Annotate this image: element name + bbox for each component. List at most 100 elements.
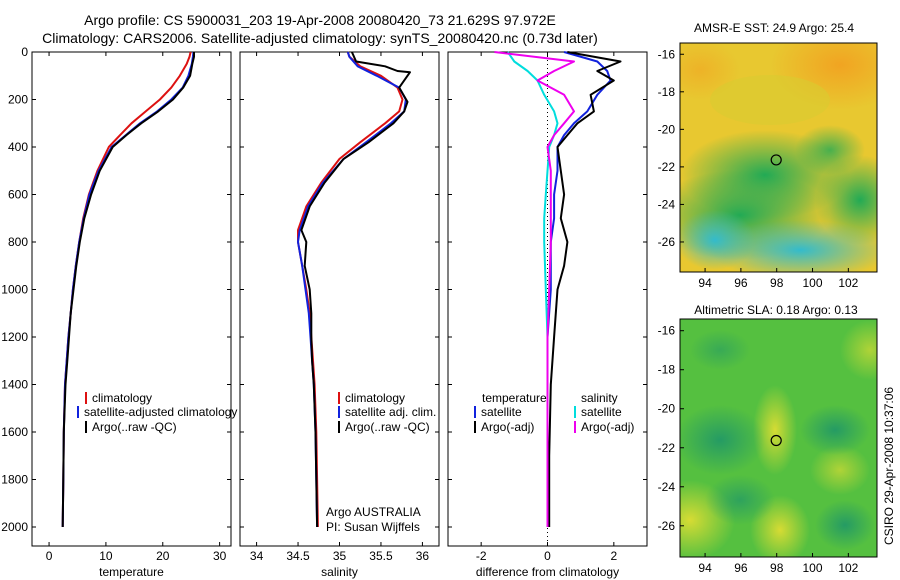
sst-map-axis-ticks: 94 96 98 100 102 -16 -18 -20 -22 -24 -26 xyxy=(658,47,859,290)
y-tick-label: 1800 xyxy=(1,473,28,487)
map-y-tick-label: -22 xyxy=(658,160,676,174)
temperature-x-axis-label: temperature xyxy=(99,565,164,579)
x-tick-label: 10 xyxy=(99,549,113,563)
map-y-tick-label: -18 xyxy=(658,85,676,99)
y-tick-label: 200 xyxy=(8,93,28,107)
figure-title-line-1: Argo profile: CS 5900031_203 19-Apr-2008… xyxy=(84,12,556,28)
figure-title-line-2: Climatology: CARS2006. Satellite-adjuste… xyxy=(42,30,598,46)
map-x-tick-label: 98 xyxy=(770,276,784,290)
legend-label-temp-argo: Argo(-adj) xyxy=(481,420,534,434)
map-x-tick-label: 96 xyxy=(734,561,748,575)
y-tick-label: 600 xyxy=(8,188,28,202)
x-tick-label: 34 xyxy=(250,549,264,563)
difference-axis-ticks: -2 0 2 xyxy=(448,51,647,563)
y-tick-label: 1600 xyxy=(1,425,28,439)
x-tick-label: 30 xyxy=(213,549,227,563)
x-tick-label: 0 xyxy=(544,549,551,563)
y-tick-label: 1000 xyxy=(1,283,28,297)
legend-label-satellite-adjusted: satellite-adjusted climatology xyxy=(84,405,237,419)
legend-label-climatology: climatology xyxy=(92,391,152,405)
map-y-tick-label: -24 xyxy=(658,480,676,494)
salinity-x-axis-label: salinity xyxy=(321,565,358,579)
map-x-tick-label: 94 xyxy=(698,561,712,575)
temperature-series xyxy=(61,51,195,528)
x-tick-label: 35.5 xyxy=(369,549,393,563)
y-tick-label: 1200 xyxy=(1,330,28,344)
map-x-tick-label: 102 xyxy=(838,276,858,290)
y-tick-label: 800 xyxy=(8,235,28,249)
legend-label-sal-argo: Argo(-adj) xyxy=(581,420,634,434)
map-y-tick-label: -26 xyxy=(658,519,676,533)
sla-map-panel: Altimetric SLA: 0.18 Argo: 0.13 94 96 98 10… xyxy=(658,303,878,575)
map-x-tick-label: 102 xyxy=(838,561,858,575)
x-tick-label: 36 xyxy=(416,549,430,563)
temperature-axis-ticks: 0 10 20 30 0 200 400 600 800 1000 1200 1400 1600 1800… xyxy=(1,45,231,563)
sst-map-panel: AMSR-E SST: 24.9 Argo: 25.4 94 96 98 100 102… xyxy=(658,21,878,290)
difference-line-salinity-satellite xyxy=(506,51,559,527)
temperature-profile-panel: 0 10 20 30 0 200 400 600 800 1000 1200 1400 1600 1800… xyxy=(1,45,237,579)
x-tick-label: 2 xyxy=(610,549,617,563)
legend-heading-temperature: temperature xyxy=(482,391,547,405)
generation-stamp: CSIRO 29-Apr-2008 10:37:06 xyxy=(882,387,896,545)
salinity-profile-panel: 34 34.5 35 35.5 36 salinity climatology sate… xyxy=(239,51,440,579)
temperature-legend: climatology satellite-adjusted climatolo… xyxy=(77,391,237,434)
legend-label-argo: Argo(..raw -QC) xyxy=(345,420,430,434)
map-y-tick-label: -16 xyxy=(658,47,676,61)
x-tick-label: 34.5 xyxy=(286,549,310,563)
x-tick-label: 20 xyxy=(156,549,170,563)
y-tick-label: 1400 xyxy=(1,378,28,392)
sla-map-title: Altimetric SLA: 0.18 Argo: 0.13 xyxy=(694,303,858,317)
map-x-tick-label: 98 xyxy=(770,561,784,575)
sla-map-frame xyxy=(679,318,878,558)
map-y-tick-label: -24 xyxy=(658,197,676,211)
map-x-tick-label: 96 xyxy=(734,276,748,290)
sst-map-title: AMSR-E SST: 24.9 Argo: 25.4 xyxy=(694,21,854,35)
salinity-legend: climatology satellite adj. clim. Argo(..… xyxy=(338,391,436,434)
map-y-tick-label: -18 xyxy=(658,363,676,377)
map-y-tick-label: -22 xyxy=(658,441,676,455)
difference-line-salinity-argo-adj xyxy=(494,51,575,527)
difference-x-axis-label: difference from climatology xyxy=(476,565,619,579)
credit-pi-name: PI: Susan Wijffels xyxy=(326,520,420,534)
y-tick-label: 0 xyxy=(21,45,28,59)
salinity-axis-ticks: 34 34.5 35 35.5 36 xyxy=(240,51,439,563)
difference-legend: temperature satellite Argo(-adj) salinit… xyxy=(474,391,634,434)
salinity-line-climatology xyxy=(297,51,404,528)
credit-argo-australia: Argo AUSTRALIA xyxy=(326,505,421,519)
legend-label-argo: Argo(..raw -QC) xyxy=(92,420,177,434)
map-y-tick-label: -20 xyxy=(658,122,676,136)
sla-field xyxy=(680,319,877,557)
salinity-plot-frame xyxy=(239,51,440,547)
difference-profile-panel: -2 0 2 difference from climatology tempera… xyxy=(447,51,648,579)
legend-label-temp-satellite: satellite xyxy=(481,405,522,419)
argo-float-marker xyxy=(770,154,782,166)
temperature-line-climatology xyxy=(61,51,192,528)
argo-float-marker xyxy=(770,434,782,447)
map-y-tick-label: -20 xyxy=(658,402,676,416)
sst-field xyxy=(680,43,877,272)
y-tick-label: 400 xyxy=(8,140,28,154)
legend-label-climatology: climatology xyxy=(345,391,405,405)
x-tick-label: -2 xyxy=(476,549,487,563)
map-x-tick-label: 100 xyxy=(803,561,823,575)
legend-label-sal-satellite: satellite xyxy=(581,405,622,419)
temperature-plot-frame xyxy=(31,51,232,547)
salinity-line-satellite-adj-clim xyxy=(297,51,407,528)
map-y-tick-label: -26 xyxy=(658,235,676,249)
map-y-tick-label: -16 xyxy=(658,324,676,338)
legend-heading-salinity: salinity xyxy=(581,391,618,405)
y-tick-label: 2000 xyxy=(1,520,28,534)
temperature-line-argo-raw-qc xyxy=(61,52,195,528)
legend-label-satellite-adj: satellite adj. clim. xyxy=(345,405,436,419)
sla-map-axis-ticks: 94 96 98 100 102 -16 -18 -20 -22 -24 -26 xyxy=(658,324,859,575)
x-tick-label: 35 xyxy=(333,549,347,563)
temperature-line-satellite-adjusted-climatology xyxy=(61,51,195,528)
difference-line-temperature-argo-adj xyxy=(548,51,622,527)
map-x-tick-label: 94 xyxy=(698,276,712,290)
salinity-series xyxy=(297,51,411,528)
salinity-line-argo-raw-qc xyxy=(300,51,411,528)
x-tick-label: 0 xyxy=(46,549,53,563)
difference-series xyxy=(494,51,622,527)
map-x-tick-label: 100 xyxy=(803,276,823,290)
